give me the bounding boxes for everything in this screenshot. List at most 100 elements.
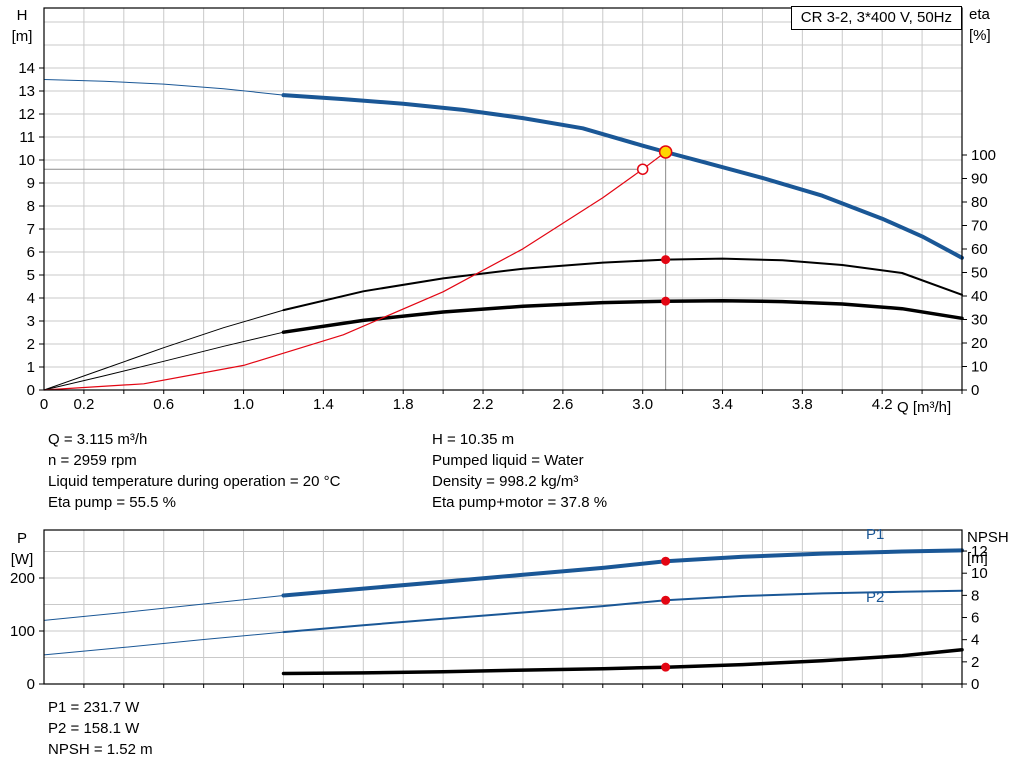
y-right-tick-label: 80	[971, 194, 988, 211]
x-tick-label: 2.2	[473, 396, 494, 413]
x-tick-label: 0.2	[73, 396, 94, 413]
info-line-eta-pump: Eta pump = 55.5 %	[48, 494, 176, 511]
info-line-h: H = 10.35 m	[432, 431, 515, 448]
x-tick-label: 1.4	[313, 396, 334, 413]
eta-axis-title: eta [%]	[969, 4, 991, 46]
x-tick-label: 0	[40, 396, 48, 413]
x-tick-label: 1.0	[233, 396, 254, 413]
y-right-tick-label: 70	[971, 218, 988, 235]
y-right-tick-label: 30	[971, 312, 988, 329]
x-tick-label: 4.2	[872, 396, 893, 413]
duty-info-right: H = 10.35 m Pumped liquid = Water Densit…	[432, 429, 607, 513]
p1-curve-lead	[43, 595, 284, 621]
duty-point-marker	[658, 145, 673, 159]
y-left-tick-label: 0	[27, 676, 35, 693]
operating-point-dot	[661, 662, 671, 672]
qh-curve-lead	[43, 79, 284, 96]
p2-curve-lead	[43, 631, 284, 656]
p-axis-title: P [W]	[3, 528, 41, 570]
y-right-tick-label: 12	[971, 543, 988, 560]
y-left-tick-label: 8	[27, 198, 35, 215]
y-right-tick-label: 2	[971, 654, 979, 671]
y-left-tick-label: 4	[27, 290, 35, 307]
y-left-tick-label: 100	[10, 623, 35, 640]
y-left-tick-label: 10	[18, 152, 35, 169]
power-npsh-chart: 0 100 200 0 2 4 6 8 10 12	[10, 529, 988, 693]
p2-curve	[282, 589, 963, 634]
x-tick-label: 1.8	[393, 396, 414, 413]
pump-model-title: CR 3-2, 3*400 V, 50Hz	[790, 6, 962, 30]
info-line-speed: n = 2959 rpm	[48, 452, 137, 469]
x-tick-label: 3.8	[792, 396, 813, 413]
info-line-q: Q = 3.115 m³/h	[48, 431, 148, 448]
y-left-tick-label: 12	[18, 106, 35, 123]
y-right-tick-label: 0	[971, 676, 979, 693]
y-right-tick-label: 10	[971, 565, 988, 582]
p1-curve	[281, 548, 964, 598]
plot-border	[43, 7, 963, 391]
x-tick-label: 2.6	[552, 396, 573, 413]
x-tick-label: 3.0	[632, 396, 653, 413]
info-line-npsh: NPSH = 1.52 m	[48, 741, 153, 758]
y-right-tick-label: 100	[971, 147, 996, 164]
h-axis-title-symbol: H	[16, 7, 28, 24]
duty-parabola	[43, 151, 667, 391]
info-line-liquid: Pumped liquid = Water	[432, 452, 584, 469]
y-left-tick-label: 3	[27, 313, 35, 330]
h-axis-title-unit: [m]	[11, 28, 33, 45]
y-right-tick-label: 4	[971, 632, 979, 649]
operating-point-dot	[661, 255, 671, 265]
y-left-tick-label: 2	[27, 336, 35, 353]
plot-border	[43, 529, 963, 685]
eta-pump-curve-lead	[43, 309, 284, 391]
eta-axis-title-symbol: eta	[969, 6, 990, 23]
x-tick-label: 3.4	[712, 396, 733, 413]
power-info: P1 = 231.7 W P2 = 158.1 W NPSH = 1.52 m	[48, 697, 153, 760]
p-axis-title-symbol: P	[16, 530, 27, 547]
y-right-tick-label: 8	[971, 587, 979, 604]
y-left-tick-label: 14	[18, 60, 35, 77]
info-line-eta-pump-motor: Eta pump+motor = 37.8 %	[432, 494, 608, 511]
y-right-tick-label: 40	[971, 288, 988, 305]
info-line-density: Density = 998.2 kg/m³	[432, 473, 579, 490]
y-left-tick-label: 200	[10, 570, 35, 587]
y-left-tick-label: 5	[27, 267, 35, 284]
eta-axis-title-unit: [%]	[969, 27, 991, 44]
y-left-tick-label: 0	[27, 382, 35, 399]
p1-curve-label: P1	[866, 526, 885, 543]
info-line-p2: P2 = 158.1 W	[48, 720, 140, 737]
operating-point-dot	[661, 296, 671, 306]
duty-info-left: Q = 3.115 m³/h n = 2959 rpm Liquid tempe…	[48, 429, 340, 513]
y-left-tick-label: 13	[18, 83, 35, 100]
y-left-tick-label: 7	[27, 221, 35, 238]
y-right-tick-label: 60	[971, 241, 988, 258]
operating-point-dot	[661, 556, 671, 566]
y-right-tick-label: 10	[971, 359, 988, 376]
y-left-tick-label: 1	[27, 359, 35, 376]
qh-curve	[281, 93, 964, 260]
y-right-tick-label: 6	[971, 610, 979, 627]
rated-duty-open-circle	[636, 163, 649, 175]
npsh-axis-title-unit: [m]	[967, 550, 988, 567]
eta-pump-motor-curve-lead	[43, 331, 284, 391]
q-axis-title: Q [m³/h]	[897, 399, 952, 416]
y-left-tick-label: 11	[19, 129, 35, 146]
y-right-tick-label: 90	[971, 171, 988, 188]
y-right-tick-label: 0	[971, 382, 979, 399]
y-right-tick-label: 20	[971, 335, 988, 352]
p2-curve-label: P2	[866, 589, 885, 606]
qh-chart: 0 0.2 0.6 1.0 1.4 1.8 2.2 2.6 3.0 3.4 3.8 4.2012345…	[18, 7, 996, 413]
info-line-p1: P1 = 231.7 W	[48, 699, 140, 716]
x-tick-label: 0.6	[153, 396, 174, 413]
h-axis-title: H [m]	[3, 5, 41, 47]
info-line-temperature: Liquid temperature during operation = 20…	[48, 473, 341, 490]
npsh-axis-title-symbol: NPSH	[967, 529, 1009, 546]
operating-point-dot	[661, 595, 671, 605]
npsh-axis-title: NPSH [m]	[967, 527, 1009, 569]
p-axis-title-unit: [W]	[10, 551, 34, 568]
npsh-curve	[281, 647, 964, 676]
y-left-tick-label: 6	[27, 244, 35, 261]
y-left-tick-label: 9	[27, 175, 35, 192]
